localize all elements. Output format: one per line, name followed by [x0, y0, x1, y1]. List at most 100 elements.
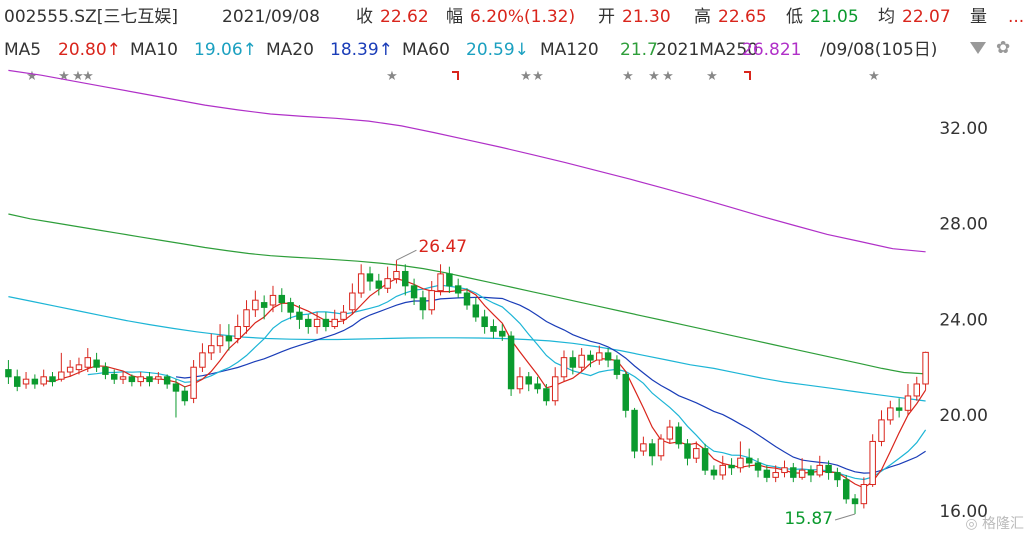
- candle: [454, 278, 462, 298]
- candle-body: [472, 304, 480, 318]
- y-tick-label: 16.00: [939, 502, 988, 522]
- event-star-icon: ★: [72, 69, 84, 84]
- candle: [428, 281, 435, 315]
- candle-body: [701, 448, 709, 471]
- candle: [481, 309, 488, 334]
- candle-body: [842, 479, 850, 500]
- candle-body: [172, 383, 180, 392]
- candle-body: [225, 335, 233, 342]
- candle-body: [313, 318, 321, 328]
- candle-body: [234, 326, 241, 339]
- candle: [349, 283, 356, 315]
- ma60-label: MA60: [402, 40, 450, 60]
- candle: [869, 434, 876, 487]
- candle-body: [163, 376, 171, 385]
- candle: [75, 357, 83, 375]
- candle-body: [419, 297, 427, 311]
- candle: [155, 372, 162, 384]
- dropdown-triangle-icon[interactable]: [970, 42, 986, 54]
- high-label: 高: [694, 7, 711, 27]
- candle-body: [675, 426, 682, 445]
- candle: [613, 355, 621, 380]
- candle-body: [604, 352, 612, 361]
- quote-date: 2021/09/08: [222, 7, 320, 27]
- candle: [534, 376, 541, 394]
- low-value: 21.05: [810, 7, 859, 27]
- candle: [40, 369, 47, 387]
- candle-body: [693, 448, 700, 459]
- candle-body: [216, 335, 224, 347]
- candle: [375, 273, 383, 296]
- candle-body: [208, 345, 215, 354]
- candle: [137, 372, 144, 387]
- y-tick-label: 32.00: [939, 119, 988, 139]
- candle-body: [331, 318, 338, 328]
- candle: [58, 352, 65, 382]
- candle-body: [305, 318, 312, 328]
- candle: [781, 460, 788, 478]
- candle-body: [366, 273, 374, 282]
- candle: [437, 264, 444, 296]
- candle-body: [516, 376, 524, 390]
- candle-body: [393, 270, 400, 280]
- candle: [578, 348, 585, 373]
- candle-body: [825, 464, 832, 474]
- candle-body: [340, 311, 347, 320]
- candle-body: [499, 330, 506, 337]
- event-star-icon: ★: [26, 69, 38, 84]
- candle: [199, 343, 206, 373]
- candle-body: [410, 285, 418, 299]
- event-star-icon: ★: [82, 69, 94, 84]
- candle: [208, 333, 215, 361]
- event-star-icon: ★: [386, 69, 398, 84]
- candle-body: [119, 376, 127, 380]
- candle: [331, 309, 338, 329]
- close-value: 22.62: [380, 7, 429, 27]
- candle: [278, 288, 286, 313]
- candle: [895, 398, 903, 418]
- candle-body: [666, 426, 674, 440]
- candle: [5, 360, 12, 384]
- event-star-icon: ★: [622, 69, 634, 84]
- candle-body: [446, 273, 453, 287]
- settings-icon[interactable]: ✿: [996, 38, 1011, 58]
- candle: [119, 372, 127, 384]
- ma250-value: 26.821: [742, 40, 802, 60]
- ma10-value: 19.06↑: [194, 40, 257, 60]
- candle-body: [887, 407, 894, 421]
- stock-code: 002555.SZ[三七互娱]: [4, 7, 179, 27]
- event-star-icon: ★: [520, 69, 532, 84]
- candle: [640, 436, 647, 456]
- candle: [507, 331, 515, 396]
- candle-body: [128, 376, 136, 383]
- candle-body: [5, 369, 12, 378]
- avg-value: 22.07: [902, 7, 951, 27]
- candle: [913, 376, 921, 401]
- watermark-icon: ◎: [965, 516, 978, 532]
- candle: [190, 360, 197, 404]
- candle-body: [798, 469, 806, 478]
- candle: [225, 324, 233, 351]
- candle: [745, 448, 753, 468]
- candle: [66, 360, 74, 377]
- candle: [834, 467, 841, 487]
- candle: [287, 297, 294, 320]
- candle-body: [507, 335, 515, 390]
- candle-body: [551, 376, 559, 402]
- candle-body: [384, 278, 391, 289]
- candle-body: [569, 357, 577, 368]
- candle: [516, 367, 524, 394]
- event-markers: ★ ★ ★★ ★ ★ ★ ★ ★ ★ ★ ★: [26, 69, 880, 84]
- more-button[interactable]: ...: [1008, 7, 1025, 27]
- candle: [31, 374, 39, 389]
- candle-body: [137, 376, 144, 383]
- candle: [551, 367, 559, 406]
- candle: [181, 386, 189, 406]
- candle: [763, 465, 771, 483]
- candle-body: [851, 498, 859, 505]
- candle-body: [631, 409, 638, 452]
- candle-body: [560, 357, 568, 378]
- candle-body: [772, 472, 779, 478]
- candle: [163, 374, 171, 389]
